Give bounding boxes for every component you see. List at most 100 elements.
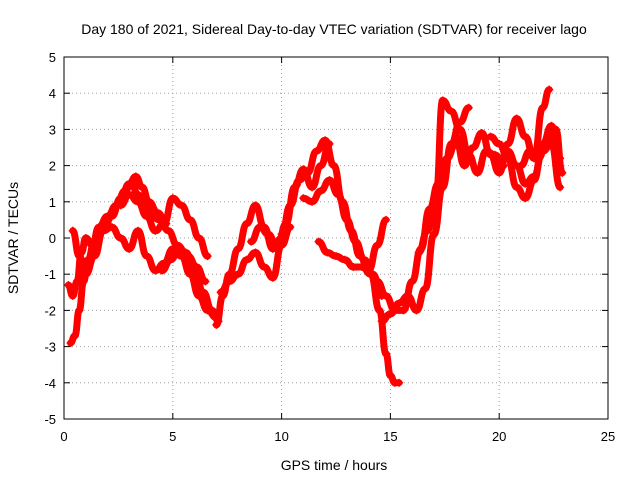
data-point-marker [534, 154, 543, 163]
data-point-marker [495, 139, 504, 148]
data-point-marker [486, 150, 495, 159]
data-point-marker [558, 168, 567, 177]
data-point-marker [423, 226, 432, 235]
data-point-marker [133, 226, 142, 235]
data-point-marker [212, 320, 221, 329]
data-point-marker [429, 230, 438, 239]
data-point-marker [321, 136, 330, 145]
data-point-marker [408, 277, 417, 286]
data-point-marker [81, 234, 90, 242]
data-point-marker [342, 215, 351, 224]
data-point-marker [432, 190, 441, 199]
data-point-marker [521, 194, 530, 203]
data-point-marker [99, 226, 108, 235]
x-tick-label: 20 [492, 429, 506, 444]
data-point-marker [314, 237, 323, 246]
data-point-marker [151, 226, 160, 235]
data-point-marker [538, 103, 547, 112]
data-point-marker [251, 248, 260, 257]
data-point-marker [308, 183, 317, 192]
data-point-marker [273, 244, 282, 253]
axis-ticks: 0 5 10 15 20 25 -5 -4 -3 -2 -1 0 1 2 3 4 5 [44, 50, 615, 444]
data-point-marker [512, 114, 521, 123]
data-point-marker [556, 183, 565, 192]
data-point-marker [81, 270, 90, 279]
data-point-marker [116, 201, 125, 210]
data-point-marker [166, 255, 175, 264]
data-point-marker [160, 219, 169, 228]
data-point-marker [373, 241, 382, 250]
data-point-marker [495, 168, 504, 177]
data-point-marker [403, 291, 412, 300]
data-point-marker [460, 161, 469, 170]
series-arc-10 [299, 176, 386, 300]
data-point-marker [186, 215, 195, 224]
data-point-marker [203, 252, 212, 261]
data-point-marker [201, 277, 210, 286]
data-point-marker [349, 262, 358, 271]
data-point-marker [286, 201, 295, 210]
x-axis-label: GPS time / hours [281, 457, 388, 473]
x-tick-label: 25 [601, 429, 615, 444]
data-point-marker [203, 306, 212, 315]
data-point-marker [464, 103, 473, 112]
y-tick-label: 2 [49, 159, 56, 174]
data-point-marker [234, 270, 243, 279]
data-point-marker [157, 266, 166, 275]
data-point-marker [125, 179, 134, 188]
data-point-marker [421, 284, 430, 293]
data-point-marker [242, 255, 251, 264]
y-tick-label: -1 [44, 267, 56, 282]
data-point-marker [142, 252, 151, 261]
data-point-marker [551, 125, 560, 134]
data-point-marker [175, 244, 184, 253]
data-point-marker [70, 331, 79, 340]
data-point-marker [138, 183, 147, 192]
data-point-marker [382, 349, 391, 358]
data-point-marker [360, 255, 369, 264]
data-point-marker [107, 223, 116, 232]
data-point-marker [177, 201, 186, 210]
data-point-marker [438, 96, 447, 105]
data-point-marker [216, 288, 225, 297]
data-point-marker [473, 168, 482, 177]
data-point-marker [312, 147, 321, 156]
y-tick-label: 4 [49, 86, 56, 101]
y-tick-label: 3 [49, 122, 56, 137]
data-point-marker [377, 317, 386, 326]
data-point-marker [399, 306, 408, 315]
x-tick-label: 10 [274, 429, 288, 444]
data-point-marker [316, 161, 325, 170]
data-point-marker [329, 161, 338, 170]
data-point-marker [386, 371, 395, 380]
data-point-marker [525, 147, 534, 156]
y-tick-label: 1 [49, 195, 56, 210]
data-point-marker [268, 273, 277, 282]
data-point-marker [503, 139, 512, 148]
data-point-marker [142, 212, 151, 221]
data-point-marker [168, 194, 177, 203]
data-point-marker [323, 248, 332, 257]
data-point-marker [516, 161, 525, 170]
data-point-marker [164, 226, 173, 235]
data-point-marker [90, 252, 99, 261]
data-point-marker [521, 179, 530, 188]
y-axis-label: SDTVAR / TECUs [5, 182, 21, 294]
data-point-marker [133, 197, 142, 206]
data-point-marker [358, 262, 367, 271]
data-point-marker [456, 125, 465, 134]
y-tick-label: 5 [49, 50, 56, 65]
data-point-marker [295, 176, 304, 185]
data-point-marker [116, 234, 125, 242]
data-point-marker [68, 291, 77, 300]
data-point-marker [260, 262, 269, 271]
data-point-marker [382, 215, 391, 224]
data-point-marker [545, 85, 554, 94]
y-tick-label: -2 [44, 303, 56, 318]
data-point-marker [247, 237, 256, 246]
y-tick-label: 0 [49, 231, 56, 246]
y-tick-label: -5 [44, 412, 56, 427]
data-point-marker [251, 201, 260, 210]
data-point-marker [242, 219, 251, 228]
